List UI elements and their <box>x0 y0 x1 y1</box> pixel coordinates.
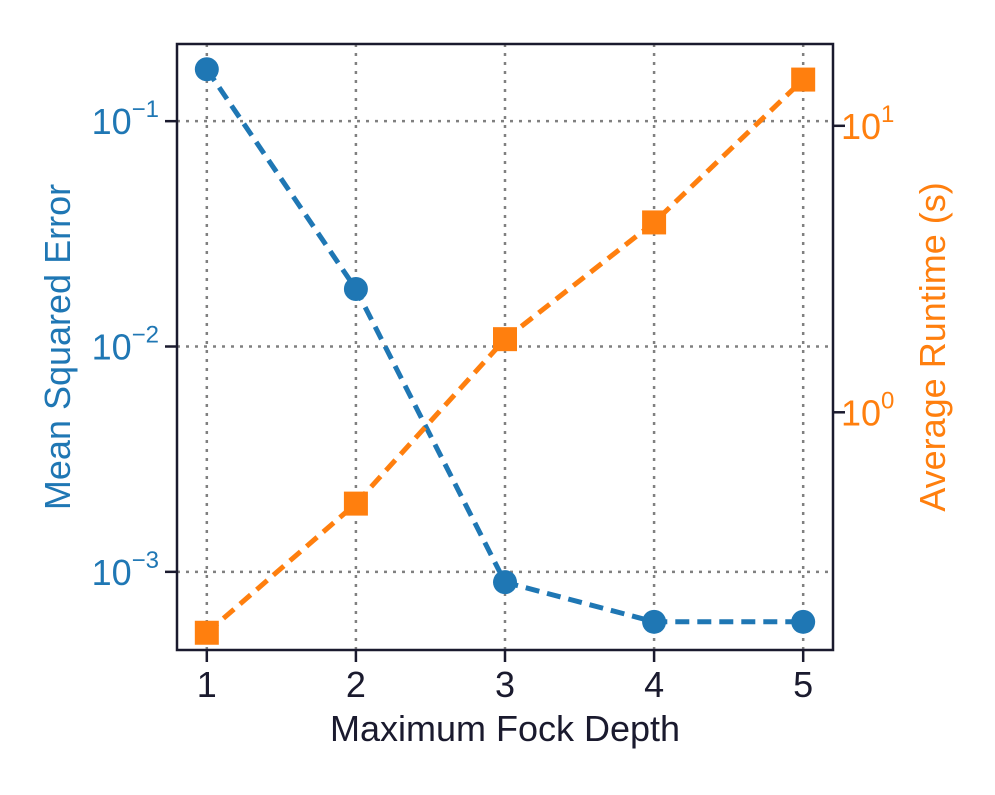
left-y-tick-label: 10−1 <box>92 96 159 142</box>
left-y-axis-label: Mean Squared Error <box>37 184 78 510</box>
mse-data-point <box>642 609 667 634</box>
runtime-data-point <box>343 491 368 516</box>
mse-data-point <box>343 276 368 301</box>
x-tick-label: 4 <box>644 664 664 705</box>
x-tick-label: 3 <box>495 664 515 705</box>
x-tick-label: 2 <box>346 664 366 705</box>
mse-data-point <box>194 57 219 82</box>
right-y-tick-label: 100 <box>841 387 894 433</box>
runtime-data-point <box>642 210 667 235</box>
runtime-data-point <box>493 327 517 352</box>
x-tick-label: 1 <box>197 664 217 705</box>
grid-lines <box>177 44 833 650</box>
left-y-tick-label: 10−3 <box>92 547 159 593</box>
runtime-data-point <box>194 620 219 645</box>
x-tick-label: 5 <box>793 664 813 705</box>
runtime-data-point <box>791 67 816 92</box>
axis-ticks: 1 2 3 4 5 10−3 10−2 10−1 100 101 <box>92 96 895 705</box>
left-y-tick-label: 10−2 <box>92 322 159 368</box>
x-axis-label: Maximum Fock Depth <box>330 708 680 749</box>
mse-data-point <box>791 609 816 634</box>
mse-data-point <box>493 570 517 595</box>
right-y-axis-label: Average Runtime (s) <box>912 182 953 511</box>
series-layer <box>194 57 816 645</box>
right-y-tick-label: 101 <box>841 101 894 147</box>
